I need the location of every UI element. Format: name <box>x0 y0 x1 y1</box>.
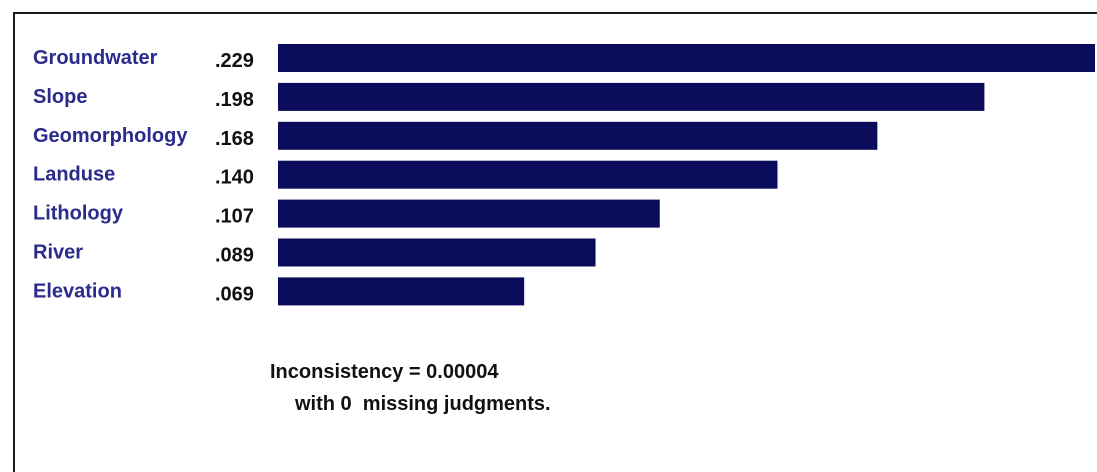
value-label-groundwater: .229 <box>215 50 254 72</box>
value-label-landuse: .140 <box>215 167 254 189</box>
priority-bar-chart: Groundwater .229 Slope .198 Geomorphology .16… <box>33 44 1095 306</box>
value-label-slope: .198 <box>215 89 254 111</box>
inconsistency-text: Inconsistency = 0.00004 <box>270 361 499 383</box>
missing-judgments-text: with 0 missing judgments. <box>295 393 551 415</box>
bar-lithology <box>278 199 660 228</box>
category-label-river: River <box>33 242 83 264</box>
value-label-river: .089 <box>215 245 254 267</box>
category-label-landuse: Landuse <box>33 164 115 186</box>
bar-geomorphology <box>278 121 878 150</box>
value-label-geomorphology: .168 <box>215 128 254 150</box>
inconsistency-summary: Inconsistency = 0.00004 with 0 missing j… <box>270 356 551 420</box>
bar-river <box>278 238 596 267</box>
bar-elevation <box>278 277 525 306</box>
category-label-slope: Slope <box>33 86 87 108</box>
category-label-geomorphology: Geomorphology <box>33 125 188 147</box>
value-label-lithology: .107 <box>215 206 254 228</box>
category-label-groundwater: Groundwater <box>33 47 158 69</box>
bar-landuse <box>278 160 778 189</box>
value-label-elevation: .069 <box>215 283 254 305</box>
bar-slope <box>278 82 985 111</box>
chart-frame <box>13 12 1097 472</box>
bar-groundwater <box>278 44 1095 72</box>
category-label-elevation: Elevation <box>33 280 122 302</box>
category-label-lithology: Lithology <box>33 203 124 225</box>
